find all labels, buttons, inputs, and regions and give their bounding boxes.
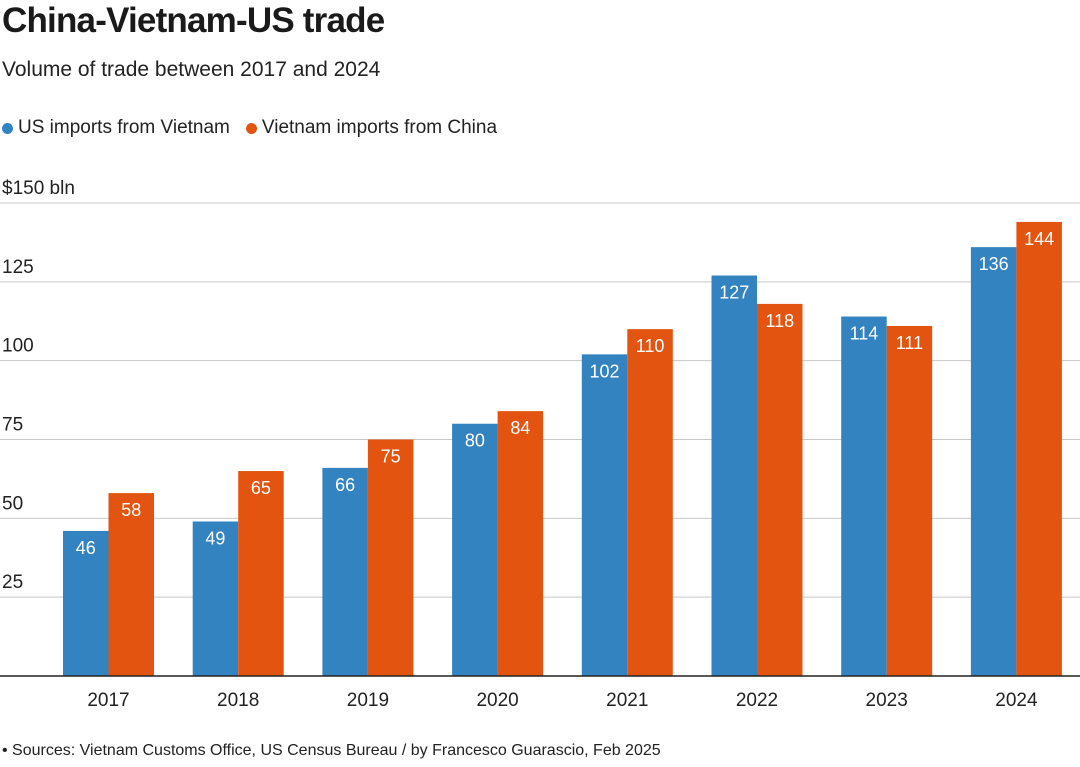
bar-data-label: 80 xyxy=(465,431,485,451)
bar-data-label: 49 xyxy=(205,528,225,548)
bar xyxy=(970,247,1017,676)
bar xyxy=(886,325,933,676)
bar-chart: $150 bln 125 100 75 50 25 46 58 2017 49 65 2018 66 75… xyxy=(0,178,1080,711)
bar-data-label: 110 xyxy=(636,336,665,356)
legend-item-us-imports: US imports from Vietnam xyxy=(2,117,230,139)
chart-title: China-Vietnam-US trade xyxy=(2,1,385,40)
legend-label-vietnam-imports: Vietnam imports from China xyxy=(261,117,498,138)
legend-item-vietnam-imports: Vietnam imports from China xyxy=(245,117,498,139)
bar xyxy=(1016,221,1062,677)
bar xyxy=(841,316,887,676)
legend-label-us-imports: US imports from Vietnam xyxy=(18,117,230,138)
bar-data-label: 84 xyxy=(510,418,530,438)
bar-data-label: 46 xyxy=(76,538,96,558)
bar xyxy=(711,275,757,676)
y-tick-label: 100 xyxy=(2,336,34,357)
bar-data-label: 66 xyxy=(335,475,355,495)
bar xyxy=(452,423,498,676)
bar-data-label: 144 xyxy=(1024,229,1054,249)
bar-data-label: 118 xyxy=(765,311,794,331)
chart-subtitle: Volume of trade between 2017 and 2024 xyxy=(2,58,381,81)
bar-data-label: 102 xyxy=(590,361,620,381)
legend-swatch-vietnam-imports xyxy=(245,122,257,134)
bar xyxy=(367,439,414,676)
x-tick-label: 2017 xyxy=(87,690,129,711)
y-tick-label: 25 xyxy=(2,572,23,593)
y-tick-label: $150 bln xyxy=(2,178,75,199)
bar-data-label: 114 xyxy=(850,324,879,344)
x-tick-label: 2021 xyxy=(606,690,648,711)
legend-swatch-us-imports xyxy=(2,122,13,134)
x-tick-label: 2023 xyxy=(866,690,908,711)
bar xyxy=(108,493,154,676)
bar-data-label: 65 xyxy=(251,478,271,498)
bar-data-label: 127 xyxy=(719,283,749,303)
bar xyxy=(322,467,368,676)
y-tick-label: 75 xyxy=(2,415,23,436)
bar xyxy=(581,354,628,676)
bar-data-label: 58 xyxy=(121,500,141,520)
bar xyxy=(497,411,544,676)
bar-data-label: 75 xyxy=(381,447,401,467)
bar xyxy=(192,521,239,676)
bar xyxy=(238,471,284,676)
x-tick-label: 2020 xyxy=(476,690,518,711)
bar xyxy=(757,303,803,676)
bar xyxy=(63,530,109,676)
y-tick-label: 50 xyxy=(2,493,23,514)
x-tick-label: 2024 xyxy=(995,690,1038,711)
bar xyxy=(627,329,673,676)
y-tick-label: 125 xyxy=(2,257,34,278)
bar-data-label: 136 xyxy=(979,254,1009,274)
source-note: • Sources: Vietnam Customs Office, US Ce… xyxy=(2,742,661,759)
bar-data-label: 111 xyxy=(896,333,923,353)
x-tick-label: 2018 xyxy=(217,690,259,711)
x-tick-label: 2022 xyxy=(736,690,778,711)
legend: US imports from Vietnam Vietnam imports … xyxy=(2,117,497,139)
x-tick-label: 2019 xyxy=(347,690,389,711)
